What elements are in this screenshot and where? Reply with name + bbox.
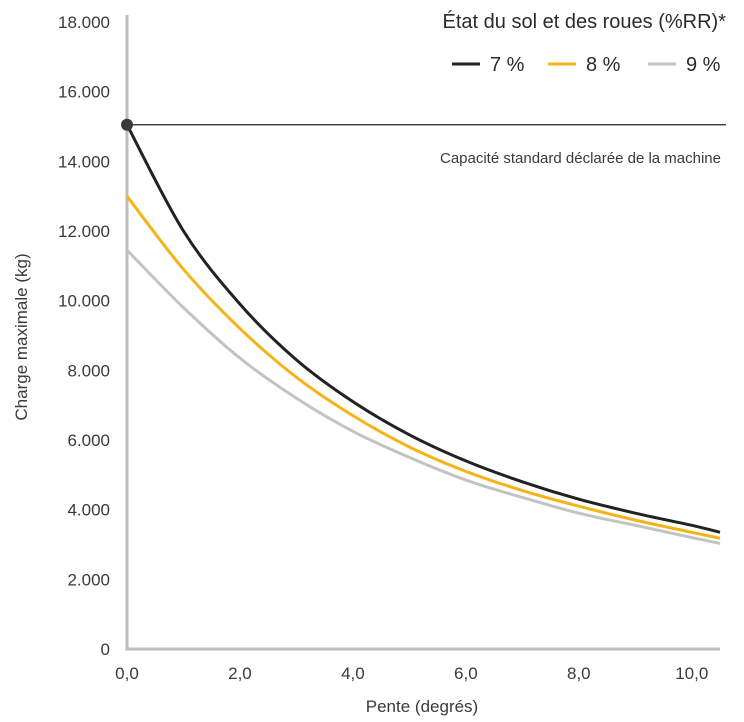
legend-label: 8 % [586,54,621,76]
x-tick-label: 2,0 [228,664,252,683]
x-tick-label: 10,0 [675,664,708,683]
y-tick-label: 14.000 [58,152,110,171]
reference-line-group: Capacité standard déclarée de la machine [127,124,726,167]
series-line [125,249,721,545]
reference-line-label: Capacité standard déclarée de la machine [440,150,721,167]
series-lines [125,124,721,545]
y-tick-label: 6.000 [67,431,110,450]
y-axis-title: Charge maximale (kg) [12,253,31,420]
y-tick-label: 16.000 [58,83,110,102]
x-tick-labels: 0,0 2,0 4,0 6,0 8,0 10,0 [115,664,708,683]
legend-items: 7 % 8 % 9 % [452,54,721,76]
legend-title: État du sol et des roues (%RR)* [443,10,727,33]
series-line [125,124,721,534]
x-tick-label: 8,0 [567,664,591,683]
x-tick-label: 4,0 [341,664,365,683]
legend-label: 7 % [490,54,525,76]
y-tick-labels: 0 2.000 4.000 6.000 8.000 10.000 12.000 14.000 1… [58,13,110,659]
y-tick-label: 0 [101,640,110,659]
legend: État du sol et des roues (%RR)* 7 % 8 % 9 … [443,10,727,76]
y-tick-label: 8.000 [67,361,110,380]
x-tick-label: 0,0 [115,664,139,683]
axes [125,15,720,651]
legend-label: 9 % [686,54,721,76]
y-tick-label: 4.000 [67,501,110,520]
x-axis-title: Pente (degrés) [366,697,478,716]
y-tick-label: 10.000 [58,292,110,311]
reference-point [121,118,133,131]
x-tick-label: 6,0 [454,664,478,683]
y-tick-label: 18.000 [58,13,110,32]
y-tick-label: 12.000 [58,222,110,241]
series-line [125,195,721,540]
y-tick-label: 2.000 [67,570,110,589]
